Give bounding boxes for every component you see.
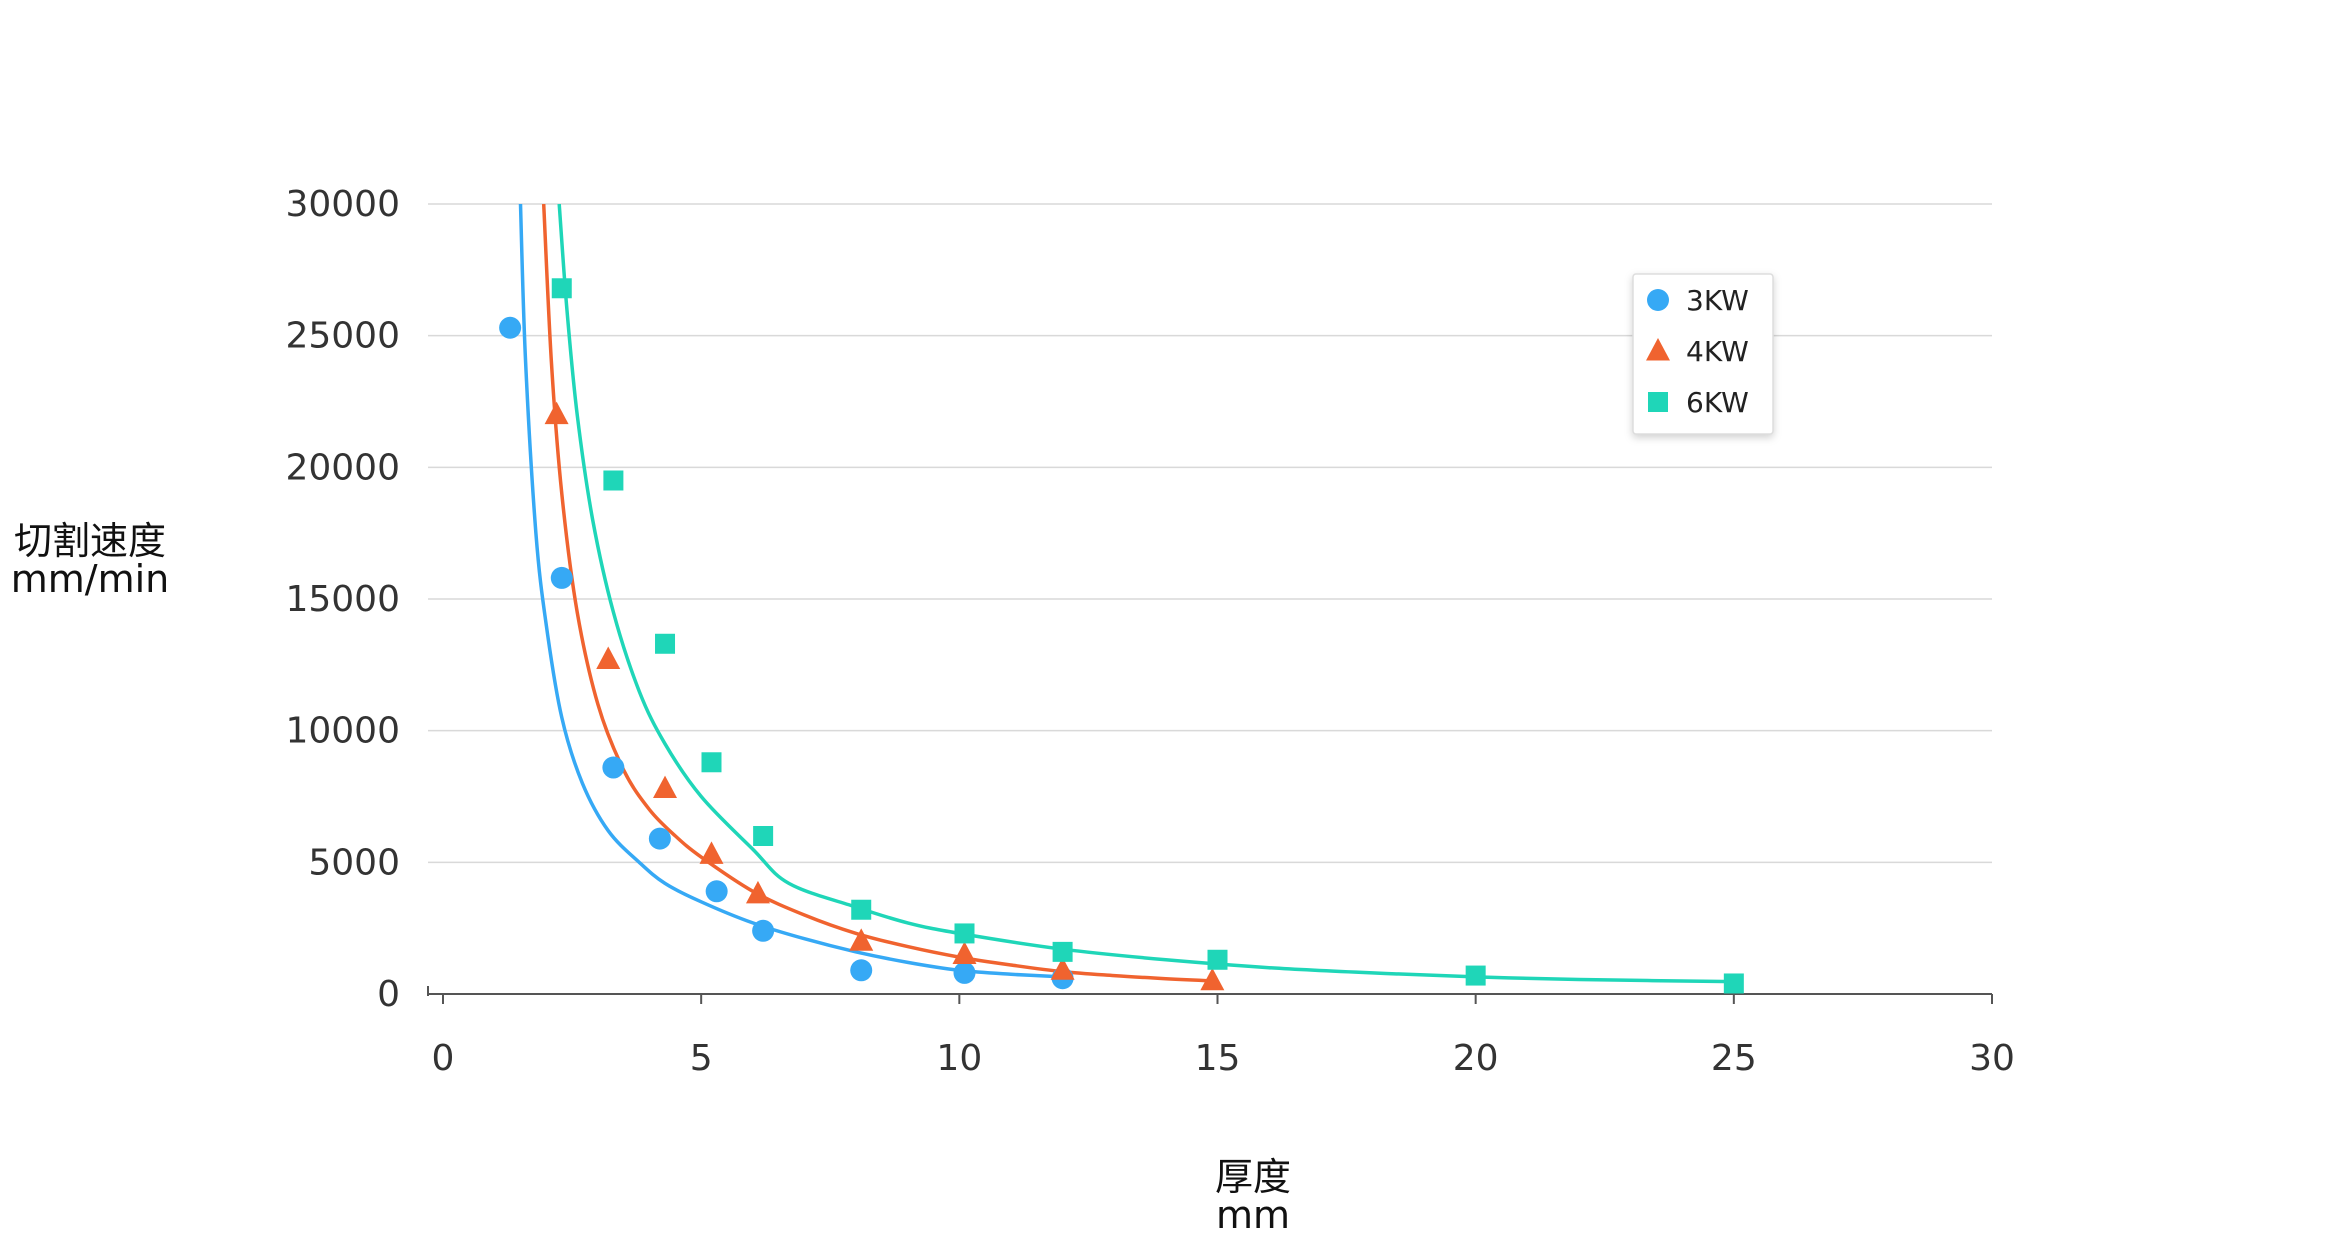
data-point-3KW <box>705 880 728 903</box>
data-points <box>499 278 1744 994</box>
y-tick-labels: 0 5000 10000 15000 20000 25000 30000 <box>285 184 400 1015</box>
legend-label-4KW: 4KW <box>1686 335 1749 368</box>
data-point-3KW <box>953 961 976 984</box>
axes <box>427 986 1993 1004</box>
gridlines <box>428 203 1992 864</box>
legend-marker-4KW <box>1646 337 1670 361</box>
data-point-6KW <box>551 278 572 299</box>
y-tick-label: 15000 <box>285 579 400 620</box>
y-axis-title: 切割速度 mm/min <box>11 519 170 601</box>
x-tick-label: 5 <box>690 1038 713 1079</box>
x-tick-labels: 0 5 10 15 20 25 30 <box>432 1038 2015 1079</box>
data-point-6KW <box>1052 941 1073 962</box>
legend: 3KW 4KW 6KW <box>1632 273 1774 435</box>
data-point-4KW <box>849 928 874 951</box>
fit-curves <box>518 204 1734 984</box>
fit-curve-6KW <box>557 204 1734 984</box>
data-point-3KW <box>752 919 775 942</box>
x-axis-title-line2: mm <box>1216 1193 1290 1233</box>
data-point-3KW <box>550 566 573 589</box>
data-point-6KW <box>1723 973 1744 994</box>
data-point-4KW <box>1050 957 1075 980</box>
data-point-6KW <box>954 923 975 944</box>
x-tick-label: 0 <box>432 1038 455 1079</box>
x-axis-title: 厚度 mm <box>1215 1155 1291 1233</box>
x-tick-label: 15 <box>1195 1038 1241 1079</box>
data-point-4KW <box>745 880 770 904</box>
y-tick-label: 10000 <box>285 711 400 752</box>
data-point-4KW <box>952 941 977 964</box>
fit-curve-3KW <box>518 204 1063 979</box>
y-axis-title-line1: 切割速度 <box>14 519 166 563</box>
data-point-3KW <box>648 827 671 850</box>
legend-label-6KW: 6KW <box>1686 386 1749 419</box>
x-tick-label: 30 <box>1969 1038 2015 1079</box>
legend-marker-3KW <box>1647 289 1669 311</box>
y-tick-label: 0 <box>377 974 400 1015</box>
y-tick-label: 25000 <box>285 316 400 357</box>
x-tick-label: 10 <box>936 1038 982 1079</box>
data-point-6KW <box>851 899 872 920</box>
data-point-6KW <box>701 752 722 773</box>
x-tick-label: 25 <box>1711 1038 1757 1079</box>
data-point-6KW <box>1465 965 1486 986</box>
y-tick-label: 5000 <box>308 842 400 883</box>
x-axis-title-line1: 厚度 <box>1215 1155 1291 1199</box>
data-point-6KW <box>603 470 624 491</box>
data-point-4KW <box>653 775 678 799</box>
data-point-3KW <box>499 316 522 339</box>
data-point-6KW <box>1207 949 1228 970</box>
data-point-4KW <box>1200 967 1225 991</box>
y-axis-title-line2: mm/min <box>11 557 170 601</box>
legend-label-3KW: 3KW <box>1686 284 1749 317</box>
legend-marker-6KW <box>1648 392 1668 412</box>
x-tick-label: 20 <box>1453 1038 1499 1079</box>
data-point-4KW <box>699 841 724 864</box>
y-tick-label: 20000 <box>285 447 400 488</box>
y-tick-label: 30000 <box>285 184 400 225</box>
data-point-6KW <box>753 826 774 846</box>
fit-curve-4KW <box>541 204 1213 983</box>
data-point-4KW <box>596 646 621 670</box>
data-point-3KW <box>850 959 873 982</box>
data-point-6KW <box>655 633 676 654</box>
data-point-3KW <box>602 756 625 779</box>
data-point-4KW <box>544 401 569 425</box>
